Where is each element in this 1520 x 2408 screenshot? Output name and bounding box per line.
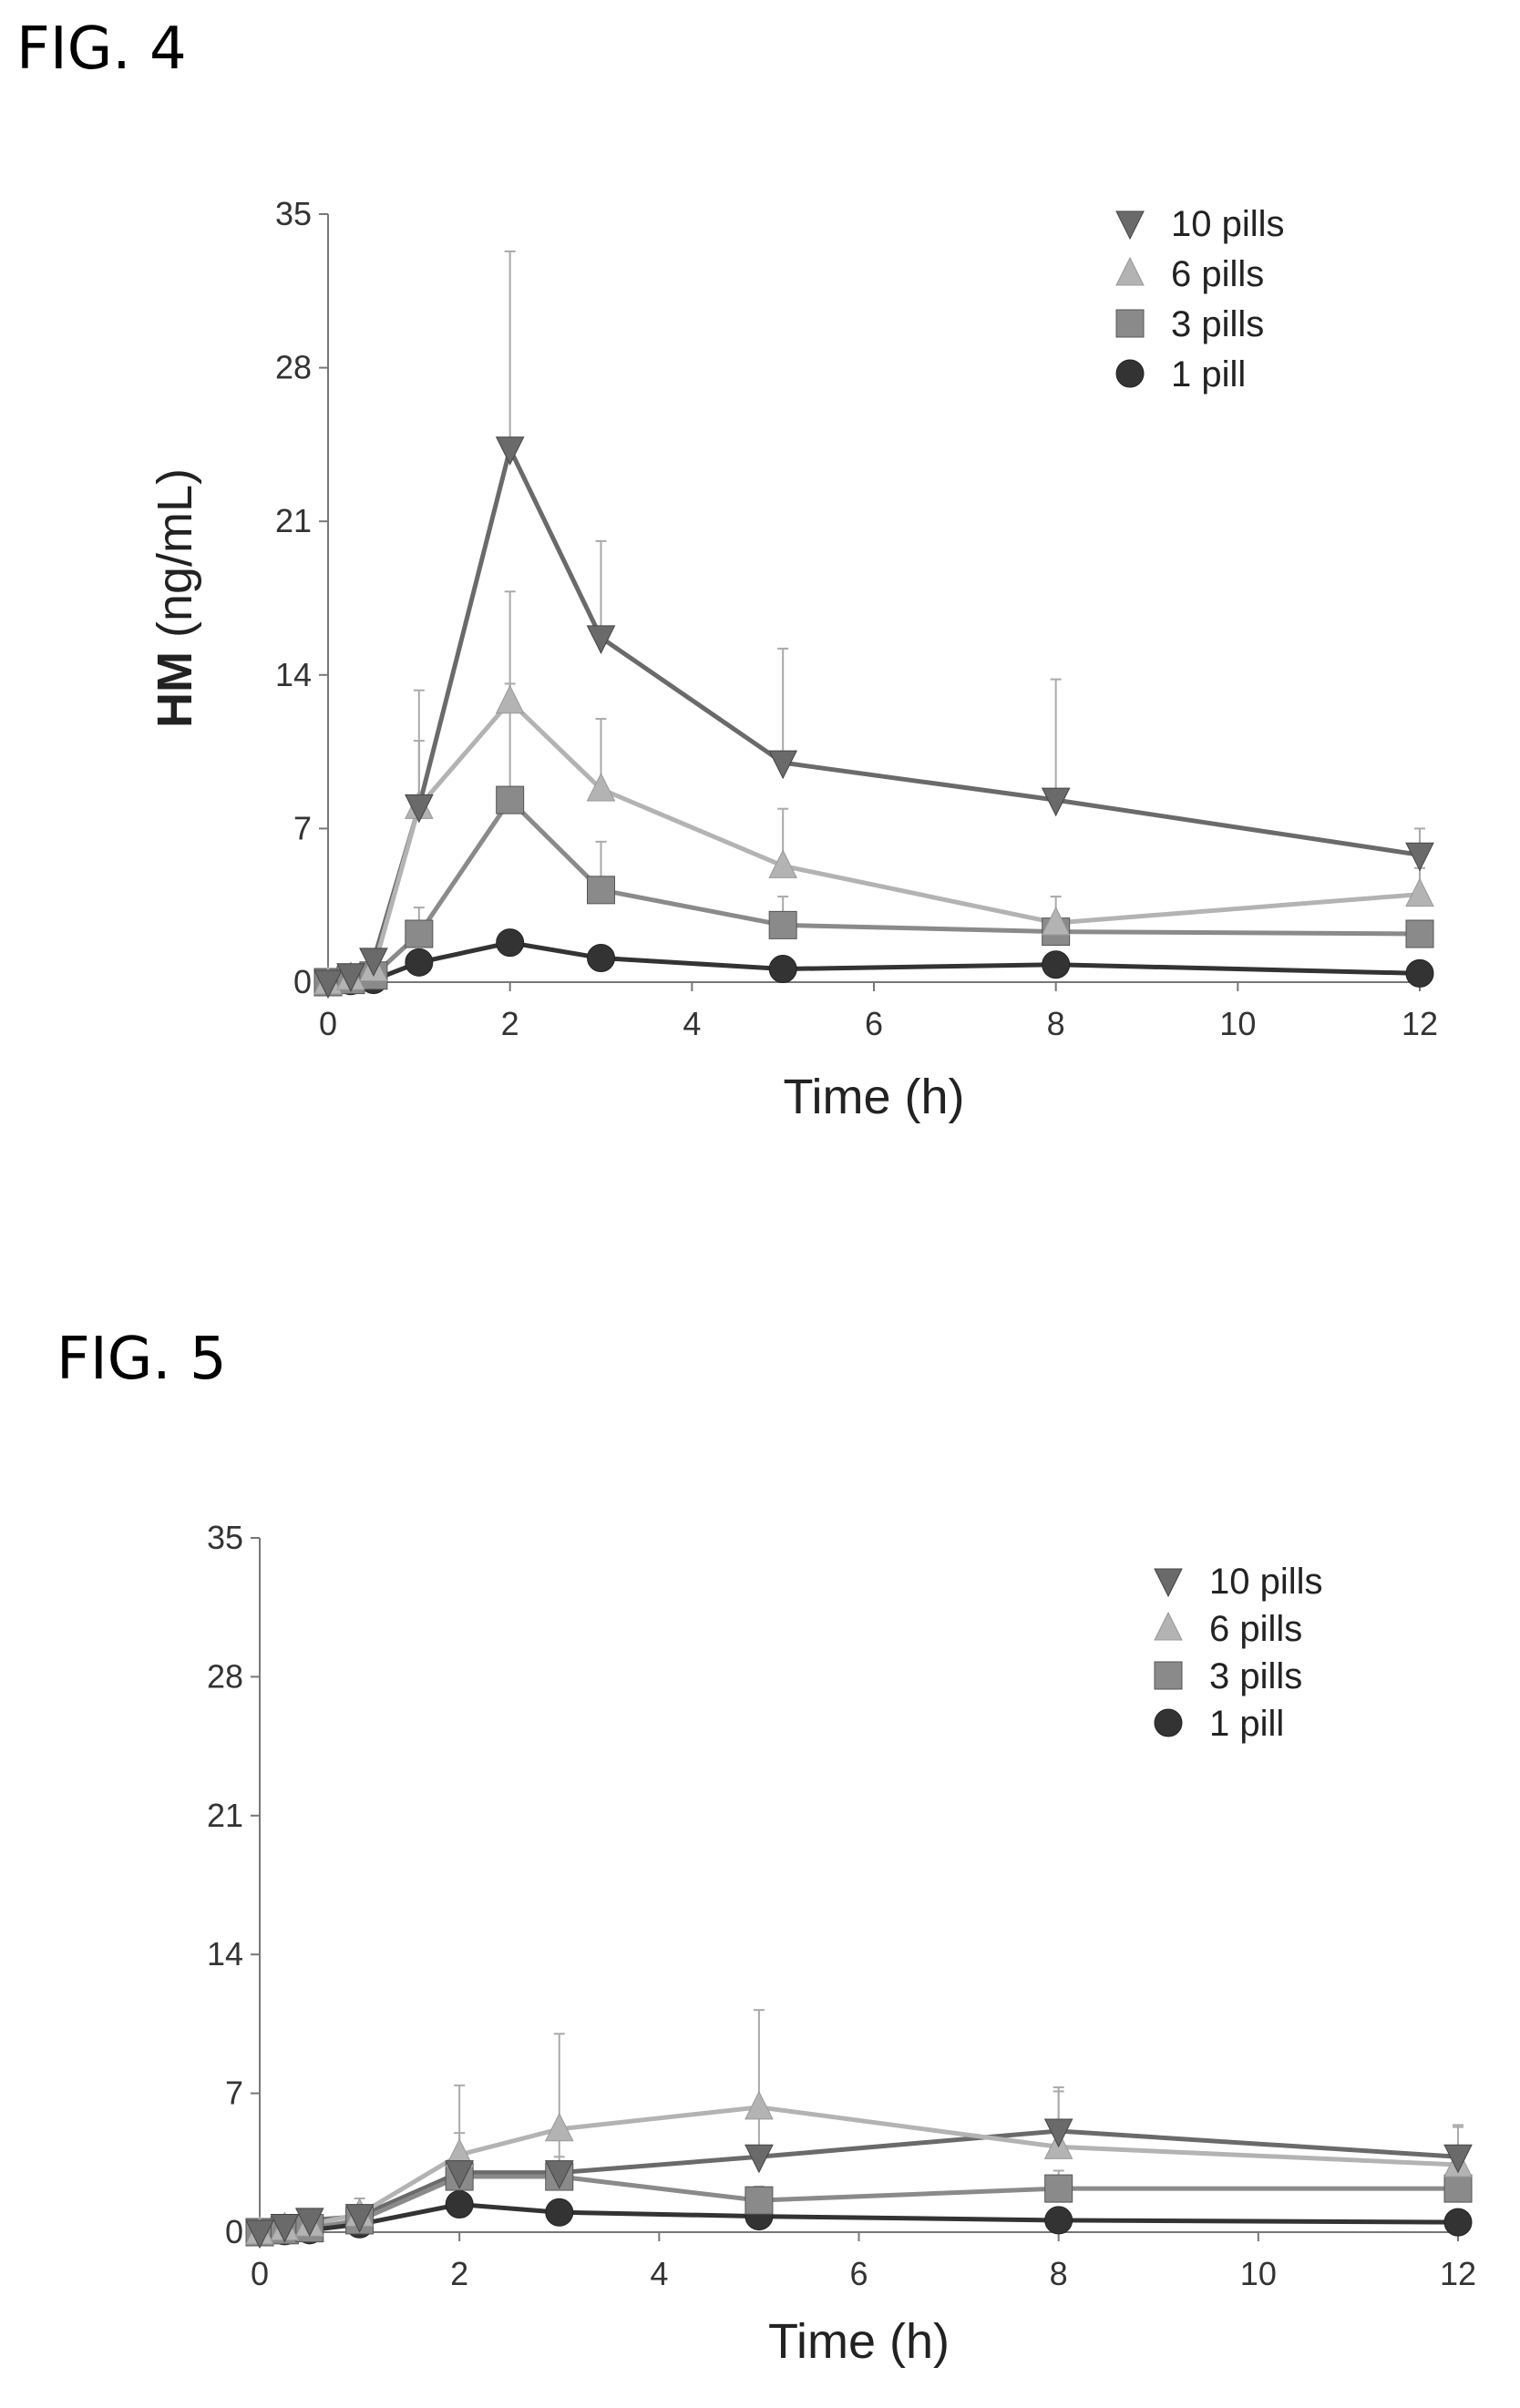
y-tick-label: 35 xyxy=(275,195,312,232)
data-point xyxy=(586,772,616,802)
x-tick-label: 0 xyxy=(319,1005,337,1042)
legend-label: 10 pills xyxy=(1209,1562,1323,1602)
x-tick-label: 0 xyxy=(251,2255,269,2292)
legend-label: 10 pills xyxy=(1171,204,1285,244)
data-point xyxy=(768,910,797,939)
data-point xyxy=(270,2213,300,2243)
x-tick-label: 4 xyxy=(683,1005,701,1042)
y-axis-title: HM (ng/mL) xyxy=(148,468,202,728)
y-tick-label: 21 xyxy=(275,502,312,539)
data-point xyxy=(313,969,343,999)
legend-marker xyxy=(1115,210,1145,241)
y-tick-label: 0 xyxy=(293,963,312,1000)
data-point xyxy=(745,2144,774,2174)
data-point xyxy=(587,944,615,973)
figure-4-chart: 0 7 14 21 28 35 0 2 4 6 8 10 12 Time (h) HM (ng/mL) 10 … xyxy=(148,195,1438,1124)
data-point xyxy=(1405,842,1434,872)
data-point xyxy=(495,436,525,466)
data-point xyxy=(1041,787,1071,817)
data-point xyxy=(445,2160,474,2189)
data-point xyxy=(359,948,388,978)
x-tick-label: 8 xyxy=(1050,2255,1068,2292)
data-point xyxy=(1042,950,1071,979)
legend-marker xyxy=(1154,1661,1183,1690)
y-tick-label: 28 xyxy=(207,1657,243,1695)
data-point xyxy=(1443,2208,1473,2237)
legend-label: 1 pill xyxy=(1209,1704,1284,1744)
data-point xyxy=(768,955,797,984)
y-axis-title-units: (ng/mL) xyxy=(148,468,202,651)
data-point xyxy=(445,2190,474,2219)
data-point xyxy=(1044,2174,1073,2203)
x-tick-label: 2 xyxy=(450,2255,468,2292)
figure-5-label: FIG. 5 xyxy=(56,1326,227,1393)
data-point xyxy=(496,785,525,815)
legend-label: 1 pill xyxy=(1171,354,1246,395)
data-point xyxy=(544,2160,574,2189)
data-point xyxy=(495,684,525,714)
data-point xyxy=(1443,2174,1473,2203)
y-tick-label: 0 xyxy=(225,2213,243,2250)
data-point xyxy=(587,876,615,905)
y-tick-label: 14 xyxy=(207,1935,243,1973)
legend-label: 6 pills xyxy=(1209,1609,1302,1649)
data-point xyxy=(405,948,434,977)
data-point xyxy=(405,794,434,824)
legend-marker xyxy=(1154,1708,1183,1737)
legend-marker xyxy=(1154,1568,1183,1598)
legend-label: 3 pills xyxy=(1209,1656,1302,1696)
y-tick-label: 28 xyxy=(275,349,312,386)
data-point xyxy=(405,919,434,948)
series-line xyxy=(259,2202,1459,2235)
y-tick-label: 14 xyxy=(275,656,312,693)
y-tick-label: 35 xyxy=(207,1519,243,1556)
y-tick-label: 7 xyxy=(225,2075,243,2112)
data-point xyxy=(545,2198,574,2227)
x-tick-label: 6 xyxy=(849,2255,868,2292)
data-point xyxy=(344,2204,375,2233)
data-point xyxy=(544,2112,574,2142)
data-point xyxy=(586,625,616,654)
x-tick-label: 12 xyxy=(1402,1005,1438,1042)
legend-label: 6 pills xyxy=(1171,254,1264,294)
series-line xyxy=(259,2174,1458,2235)
x-tick-label: 10 xyxy=(1219,1005,1256,1042)
data-point xyxy=(1041,906,1071,936)
x-tick-label: 4 xyxy=(650,2255,668,2292)
data-point xyxy=(496,928,525,958)
legend-marker xyxy=(1115,309,1145,338)
data-point xyxy=(294,2208,324,2238)
x-tick-label: 6 xyxy=(865,1005,883,1042)
data-point xyxy=(336,963,365,992)
data-point xyxy=(768,849,797,878)
data-point xyxy=(1043,2118,1073,2148)
legend-marker xyxy=(1154,1611,1183,1641)
data-point xyxy=(245,2219,274,2249)
data-point xyxy=(1405,919,1434,948)
data-point xyxy=(1405,958,1434,988)
y-tick-label: 7 xyxy=(293,809,312,846)
x-tick-label: 8 xyxy=(1047,1005,1065,1042)
y-tick-label: 21 xyxy=(207,1797,243,1834)
y-axis-title-bold: HM xyxy=(148,651,202,728)
legend-marker xyxy=(1115,256,1145,286)
x-axis-title: Time (h) xyxy=(768,2314,950,2369)
x-tick-label: 12 xyxy=(1440,2255,1476,2292)
legend-label: 3 pills xyxy=(1171,304,1264,344)
series-line xyxy=(259,2105,1459,2235)
data-point xyxy=(1405,877,1434,907)
x-tick-label: 10 xyxy=(1240,2255,1277,2292)
data-point xyxy=(1443,2144,1473,2174)
data-point xyxy=(745,2186,774,2215)
data-point xyxy=(745,2090,774,2120)
x-tick-label: 2 xyxy=(501,1005,519,1042)
legend-marker xyxy=(1115,359,1145,388)
data-point xyxy=(768,750,797,780)
x-axis-title: Time (h) xyxy=(784,1070,965,1124)
figure-4-label: FIG. 4 xyxy=(16,15,187,83)
data-point xyxy=(1044,2206,1073,2235)
